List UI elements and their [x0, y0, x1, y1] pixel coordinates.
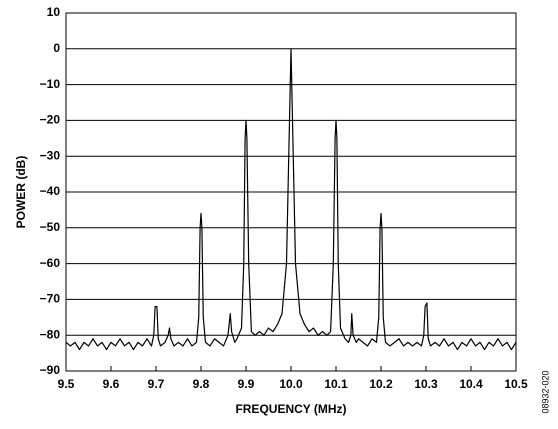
x-axis-label: FREQUENCY (MHz) [235, 402, 346, 416]
x-tick-label: 10.0 [279, 377, 303, 391]
x-tick-label: 9.5 [58, 377, 75, 391]
x-tick-label: 9.8 [193, 377, 210, 391]
figure-id: 08932-020 [540, 370, 550, 413]
y-axis-label: POWER (dB) [14, 156, 28, 229]
y-tick-label: −90 [40, 363, 61, 377]
x-tick-label: 9.9 [238, 377, 255, 391]
y-tick-label: −50 [40, 220, 61, 234]
y-tick-label: −10 [40, 77, 61, 91]
y-tick-label: −20 [40, 113, 61, 127]
x-tick-label: 9.6 [103, 377, 120, 391]
y-tick-label: 0 [53, 41, 60, 55]
x-tick-label: 10.2 [369, 377, 393, 391]
y-tick-label: −40 [40, 184, 61, 198]
spectrum-line [65, 48, 517, 351]
x-tick-label: 10.3 [414, 377, 438, 391]
y-tick-label: −70 [40, 292, 61, 306]
y-tick-label: −60 [40, 256, 61, 270]
x-tick-label: 10.5 [504, 377, 528, 391]
x-tick-label: 9.7 [148, 377, 165, 391]
x-tick-label: 10.4 [459, 377, 483, 391]
y-tick-label: −80 [40, 327, 61, 341]
y-tick-label: 10 [47, 5, 61, 19]
x-tick-label: 10.1 [324, 377, 348, 391]
y-tick-label: −30 [40, 148, 61, 162]
